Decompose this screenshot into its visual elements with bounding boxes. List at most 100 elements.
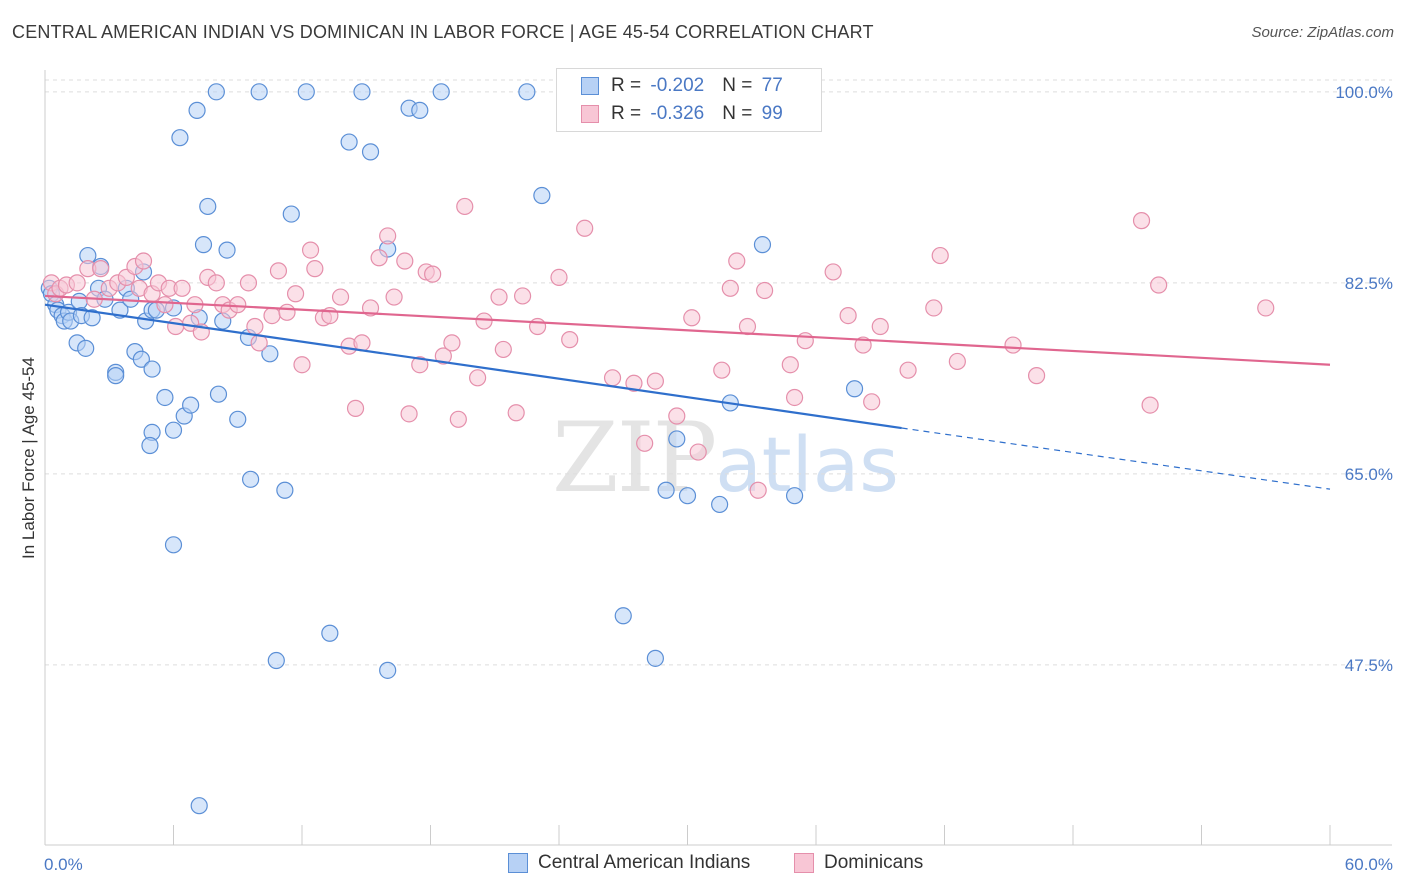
data-point: [432, 83, 450, 101]
axes: [44, 70, 1392, 846]
legend-item-dominicans: Dominicans: [794, 852, 923, 874]
data-point: [899, 361, 917, 379]
y-tick-label: 47.5%: [1345, 656, 1393, 675]
data-point: [207, 83, 225, 101]
data-point: [261, 345, 279, 363]
data-point: [190, 797, 208, 815]
data-point: [207, 274, 225, 292]
data-point: [107, 367, 125, 385]
data-point: [400, 405, 418, 423]
data-point: [948, 352, 966, 371]
trend-extension-central-american-indians: [901, 427, 1331, 490]
legend-n-value: 99: [761, 103, 783, 124]
data-point: [925, 299, 943, 317]
data-point: [353, 83, 371, 101]
data-point: [143, 360, 161, 378]
data-point: [657, 481, 675, 499]
data-point: [721, 279, 739, 297]
data-point: [68, 274, 86, 292]
data-point: [443, 334, 461, 352]
data-point: [331, 288, 350, 306]
data-point: [411, 101, 429, 119]
data-point: [92, 260, 110, 278]
data-point: [424, 265, 442, 283]
data-point: [469, 369, 487, 387]
data-point: [250, 83, 268, 101]
data-point: [1004, 336, 1022, 354]
data-point: [379, 227, 397, 245]
data-point: [625, 374, 643, 392]
x-tick-label: 60.0%: [1345, 855, 1393, 874]
y-tick-label: 65.0%: [1345, 465, 1393, 484]
data-point: [278, 303, 296, 321]
data-point: [70, 292, 88, 311]
data-point: [456, 197, 474, 216]
trend-line-central-american-indians: [44, 303, 902, 430]
legend-swatch-pink: [581, 105, 599, 123]
data-point: [361, 143, 380, 161]
legend-n-label: N =: [722, 75, 758, 96]
data-point: [83, 309, 101, 327]
data-point: [1257, 299, 1275, 317]
x-tick-label: 0.0%: [44, 855, 83, 874]
series-legend: Central American Indians Dominicans: [0, 852, 1406, 878]
data-point: [711, 495, 729, 514]
data-point: [340, 133, 358, 151]
trend-lines: [44, 294, 1331, 490]
data-point: [346, 399, 365, 417]
data-point: [781, 356, 799, 374]
series-central-american-indians: [40, 83, 864, 815]
data-point: [263, 306, 281, 325]
data-point: [475, 312, 493, 330]
data-point: [533, 186, 551, 205]
data-point: [785, 388, 804, 407]
data-point: [297, 83, 315, 101]
data-point: [306, 260, 324, 278]
data-point: [518, 83, 536, 101]
data-point: [370, 249, 388, 267]
legend-label: Central American Indians: [538, 852, 751, 873]
legend-swatch-blue: [581, 77, 599, 95]
chart-title: CENTRAL AMERICAN INDIAN VS DOMINICAN IN …: [12, 22, 874, 42]
data-point: [603, 369, 622, 387]
data-point: [824, 263, 842, 281]
data-point: [229, 410, 247, 428]
data-point: [728, 252, 746, 270]
data-point: [678, 487, 697, 505]
legend-swatch-blue: [508, 853, 528, 873]
data-point: [156, 388, 174, 407]
data-point: [668, 430, 686, 448]
data-point: [199, 197, 217, 216]
data-point: [683, 309, 701, 327]
data-point: [1132, 212, 1151, 230]
data-point: [755, 281, 774, 300]
legend-r-value: -0.326: [650, 103, 705, 124]
data-point: [550, 268, 568, 286]
data-point: [576, 219, 594, 237]
correlation-legend: R = -0.202 N = 77 R = -0.326 N = 99: [556, 68, 822, 132]
data-point: [77, 339, 95, 357]
data-point: [321, 624, 339, 642]
legend-r-value: -0.202: [650, 75, 705, 96]
data-point: [194, 236, 213, 254]
data-point: [689, 443, 707, 461]
data-point: [713, 361, 731, 379]
data-point: [614, 607, 632, 625]
legend-n-value: 77: [761, 75, 783, 96]
data-point: [164, 536, 183, 554]
data-point: [132, 350, 150, 368]
legend-row-pink: R = -0.326 N = 99: [581, 102, 783, 126]
legend-swatch-pink: [794, 853, 814, 873]
data-point: [286, 285, 305, 303]
data-point: [507, 404, 525, 422]
data-point: [361, 299, 380, 317]
data-point: [1141, 396, 1159, 414]
data-point: [173, 279, 191, 297]
data-point: [188, 101, 206, 119]
legend-r-label: R =: [611, 103, 647, 124]
legend-label: Dominicans: [824, 852, 924, 873]
data-point: [854, 336, 872, 354]
data-point: [1027, 367, 1046, 385]
data-point: [218, 241, 236, 259]
